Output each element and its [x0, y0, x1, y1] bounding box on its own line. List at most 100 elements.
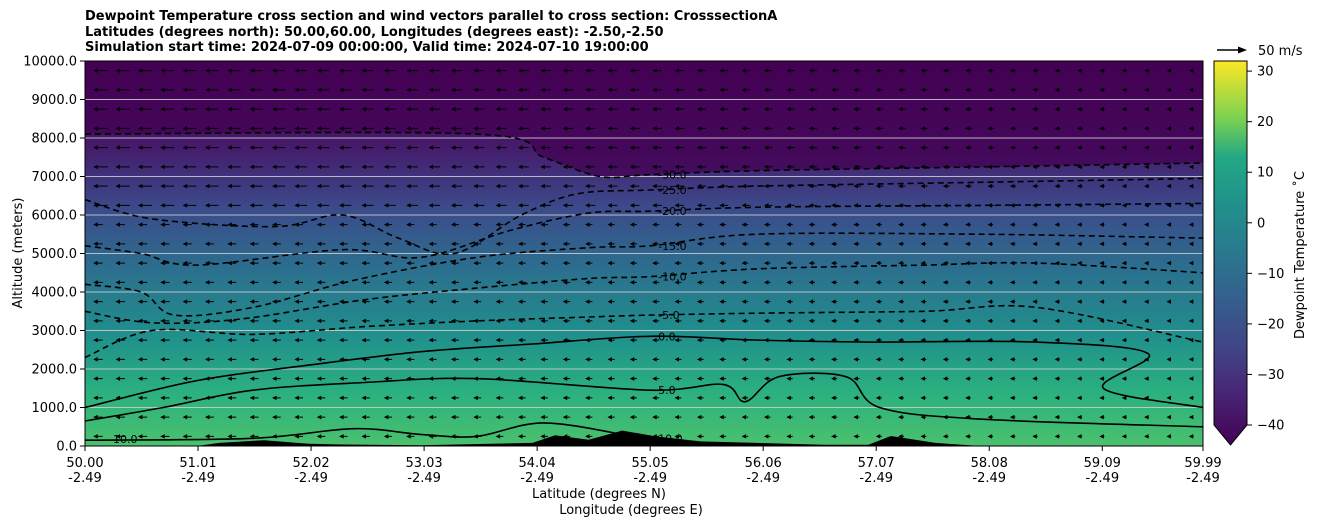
- wind-vector-head-300: [406, 68, 411, 73]
- wind-vector-head-739: [898, 87, 903, 93]
- wind-vector-head-586: [741, 337, 747, 343]
- wind-vector-head-219: [316, 87, 322, 93]
- wind-vector-head-486: [629, 337, 635, 343]
- wind-vector-head-308: [428, 299, 434, 304]
- wind-vector-head-658: [808, 106, 814, 112]
- wind-vector-head-455: [585, 164, 590, 170]
- chart-title-line-3: Simulation start time: 2024-07-09 00:00:…: [85, 40, 649, 55]
- wind-vector-head-740: [898, 68, 903, 73]
- wind-vector-head-936: [1121, 145, 1127, 150]
- wind-vector-head-593: [741, 203, 747, 208]
- wind-vector-head-572: [719, 222, 724, 227]
- contour-label-4: -10.0: [658, 271, 686, 284]
- wind-vector-head-127: [227, 318, 232, 324]
- wind-vector-head-290: [406, 260, 411, 266]
- colorbar: −40 −30 −20 −10 0 10 20 30 Dewpoint Temperature…: [1213, 60, 1308, 446]
- wind-vector-head-438: [562, 106, 568, 112]
- wind-vector-head-324: [450, 376, 456, 381]
- wind-vector-head-490: [629, 260, 635, 266]
- wind-vector-head-395: [518, 164, 523, 170]
- wind-vector-head-968: [1166, 299, 1171, 304]
- wind-vector-head-118: [204, 106, 210, 112]
- wind-vector-head-935: [1121, 164, 1127, 170]
- wind-vector-head-565: [719, 357, 724, 362]
- wind-vector-head-747: [920, 318, 925, 324]
- wind-vector-head-60: [137, 68, 143, 73]
- wind-vector-head-781: [965, 434, 970, 439]
- wind-vector-head-69: [160, 280, 165, 285]
- wind-vector-head-504: [652, 376, 657, 381]
- wind-vector-head-347: [473, 318, 478, 324]
- wind-vector-head-675: [831, 164, 836, 170]
- wind-vector-head-807: [987, 318, 993, 324]
- wind-vector-head-742: [920, 414, 925, 420]
- wind-vector-head-600: [741, 68, 747, 73]
- wind-vector-head-360: [473, 68, 478, 73]
- wind-vector-head-637: [786, 126, 791, 131]
- wind-vector-head-766: [942, 337, 948, 343]
- wind-vector-head-522: [674, 414, 680, 420]
- wind-vector-head-759: [920, 87, 925, 93]
- wind-vector-head-44: [137, 376, 143, 381]
- wind-vector-head-133: [227, 203, 232, 208]
- wind-vector-head-349: [473, 280, 478, 285]
- wind-vector-head-610: [763, 260, 769, 266]
- wind-vector-head-157: [249, 126, 255, 131]
- wind-vector-head-363: [495, 395, 501, 401]
- wind-vector-head-885: [1077, 357, 1082, 362]
- wind-vector-head-615: [763, 164, 769, 170]
- wind-vector-head-981: [1188, 434, 1194, 439]
- wind-vector-head-364: [495, 376, 501, 381]
- wind-vector-head-35: [115, 164, 121, 170]
- wind-vector-head-756: [920, 145, 925, 150]
- wind-vector-head-548: [696, 299, 702, 304]
- wind-vector-head-137: [227, 126, 232, 131]
- wind-vector-head-9: [93, 280, 98, 285]
- wind-vector-head-410: [540, 260, 545, 266]
- wind-vector-head-431: [562, 241, 568, 247]
- wind-vector-head-958: [1144, 106, 1149, 112]
- wind-vector-head-348: [473, 299, 478, 304]
- wind-vector-head-507: [652, 318, 657, 324]
- wind-vector-head-382: [518, 414, 523, 420]
- wind-vector-head-870: [1054, 260, 1060, 266]
- wind-vector-head-826: [1009, 337, 1015, 343]
- wind-vector-head-97: [182, 126, 188, 131]
- wind-vector-head-897: [1077, 126, 1082, 131]
- wind-vector-head-186: [294, 337, 299, 343]
- wind-vector-head-543: [696, 395, 702, 401]
- wind-vector-head-58: [137, 106, 143, 112]
- wind-vector-head-686: [853, 337, 858, 343]
- x-tick-label-10: 59.99: [1184, 456, 1221, 471]
- wind-vector-head-368: [495, 299, 501, 304]
- wind-vector-head-812: [987, 222, 993, 227]
- wind-vector-head-214: [316, 183, 322, 189]
- wind-vector-head-580: [719, 68, 724, 73]
- wind-vector-head-84: [182, 376, 188, 381]
- wind-vector-head-975: [1166, 164, 1171, 170]
- wind-vector-head-731: [898, 241, 903, 247]
- contour-line-6: [85, 335, 1203, 409]
- wind-vector-head-627: [786, 318, 791, 324]
- wind-vector-head-150: [249, 260, 255, 266]
- wind-vector-head-208: [316, 299, 322, 304]
- wind-vector-head-59: [137, 87, 143, 93]
- wind-vector-head-934: [1121, 183, 1127, 189]
- terrain: [196, 430, 981, 446]
- wind-vector-head-770: [942, 260, 948, 266]
- wind-vector-head-611: [763, 241, 769, 247]
- wind-vector-head-379: [495, 87, 501, 93]
- wind-vector-head-769: [942, 280, 948, 285]
- wind-vector-head-463: [607, 395, 612, 401]
- wind-vector-head-788: [965, 299, 970, 304]
- wind-vector-head-148: [249, 299, 255, 304]
- y-tick-label-10: 10000.0: [23, 55, 77, 70]
- wind-vector-head-174: [272, 183, 277, 189]
- wind-vector-head-545: [696, 357, 702, 362]
- wind-vector-head-549: [696, 280, 702, 285]
- wind-vector-head-181: [294, 434, 299, 439]
- wind-vector-head-465: [607, 357, 612, 362]
- wind-vector-head-722: [898, 414, 903, 420]
- wind-vector-head-416: [540, 145, 545, 150]
- x-tick-label-lon-0: -2.49: [68, 471, 102, 486]
